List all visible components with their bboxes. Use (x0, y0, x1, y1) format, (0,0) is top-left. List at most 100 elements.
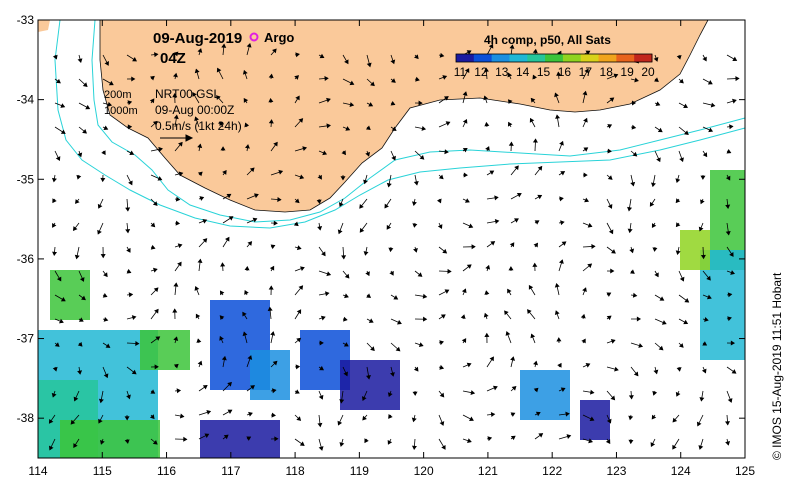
current-arrowhead (131, 369, 137, 375)
current-arrowhead (295, 95, 300, 101)
current-arrowhead (73, 443, 78, 448)
current-arrowhead (490, 412, 496, 418)
current-arrowhead (150, 222, 156, 228)
current-arrowhead (556, 337, 562, 342)
current-arrowhead (627, 206, 633, 212)
current-arrowhead (485, 264, 491, 270)
current-arrowhead (150, 244, 156, 250)
product-label: NRT00 GSL (155, 87, 220, 101)
current-arrowhead (317, 174, 322, 180)
current-arrowhead (611, 249, 616, 254)
colorbar-tick-label: 15 (537, 65, 551, 79)
current-arrowhead (699, 397, 705, 402)
current-arrowhead (55, 156, 61, 162)
current-arrowhead (672, 417, 678, 423)
current-arrowhead (462, 118, 468, 124)
current-arrowhead (103, 272, 108, 278)
current-arrowhead (85, 104, 91, 110)
current-arrowhead (294, 198, 300, 204)
current-arrowhead (278, 169, 284, 175)
current-arrowhead (131, 76, 136, 82)
current-arrowhead (489, 170, 495, 175)
current-arrowhead (494, 195, 499, 201)
x-tick-label: 117 (221, 464, 240, 478)
current-arrowhead (271, 412, 276, 418)
current-arrowhead (470, 390, 476, 396)
current-arrowhead (675, 250, 681, 255)
current-arrowhead (82, 82, 88, 87)
current-arrowhead (199, 196, 205, 201)
current-arrowhead (627, 228, 633, 234)
current-arrowhead (324, 76, 329, 82)
current-arrowhead (270, 331, 276, 336)
current-arrowhead (152, 120, 158, 126)
current-arrowhead (566, 434, 572, 439)
current-arrowhead (607, 148, 612, 154)
current-arrowhead (727, 316, 732, 322)
current-arrowhead (157, 176, 163, 181)
current-arrowhead (77, 341, 83, 347)
current-arrowhead (418, 100, 423, 106)
current-arrowhead (532, 262, 538, 267)
colorbar-segment (509, 54, 528, 62)
current-arrowhead (652, 390, 658, 396)
current-arrowhead (220, 146, 226, 151)
current-arrowhead (609, 97, 615, 103)
current-arrowhead (344, 273, 350, 279)
current-arrowhead (226, 193, 232, 199)
current-arrowhead (610, 268, 615, 274)
x-tick-label: 123 (606, 464, 626, 478)
current-arrowhead (74, 254, 80, 260)
current-arrowhead (105, 343, 111, 348)
current-arrowhead (585, 363, 591, 368)
current-arrowhead (322, 150, 328, 156)
current-arrowhead (153, 287, 159, 293)
colorbar-tick-label: 13 (495, 65, 509, 79)
current-arrowhead (507, 72, 513, 78)
current-arrowhead (127, 124, 133, 130)
current-arrowhead (706, 275, 711, 281)
current-arrowhead (493, 385, 498, 391)
current-arrowhead (442, 75, 448, 80)
current-arrowhead (154, 364, 159, 370)
current-arrowhead (514, 165, 519, 171)
current-arrowhead (708, 127, 714, 133)
current-arrowhead (439, 392, 445, 398)
current-arrowhead (365, 151, 371, 157)
current-arrowhead (679, 157, 684, 163)
current-arrowhead (104, 61, 109, 66)
current-arrowhead (128, 292, 134, 298)
current-arrowhead (195, 313, 201, 319)
current-arrowhead (390, 78, 396, 83)
current-arrowhead (54, 342, 60, 347)
current-arrowhead (299, 441, 305, 446)
current-arrowhead (228, 216, 234, 221)
current-arrowhead (438, 174, 444, 180)
current-arrowhead (339, 399, 345, 404)
current-arrowhead (273, 141, 278, 147)
current-arrowhead (395, 346, 401, 352)
current-arrowhead (194, 116, 199, 122)
current-arrowhead (532, 74, 538, 80)
current-arrowhead (197, 258, 203, 264)
current-arrowhead (533, 360, 538, 366)
current-arrowhead (152, 439, 158, 445)
current-arrowhead (530, 333, 536, 339)
current-arrowhead (607, 204, 613, 209)
current-arrowhead (295, 52, 300, 58)
current-arrowhead (528, 284, 534, 290)
current-arrowhead (706, 294, 712, 300)
current-arrowhead (52, 222, 57, 228)
current-arrowhead (175, 220, 181, 226)
current-arrowhead (440, 314, 446, 319)
current-arrowhead (60, 296, 66, 302)
current-arrowhead (533, 387, 539, 393)
current-arrowhead (299, 174, 305, 180)
current-arrowhead (219, 335, 224, 341)
current-arrowhead (129, 150, 135, 156)
current-arrowhead (650, 442, 656, 447)
current-arrowhead (698, 226, 704, 232)
current-arrowhead (652, 247, 658, 252)
current-arrowhead (317, 422, 323, 428)
current-arrowhead (589, 416, 595, 421)
